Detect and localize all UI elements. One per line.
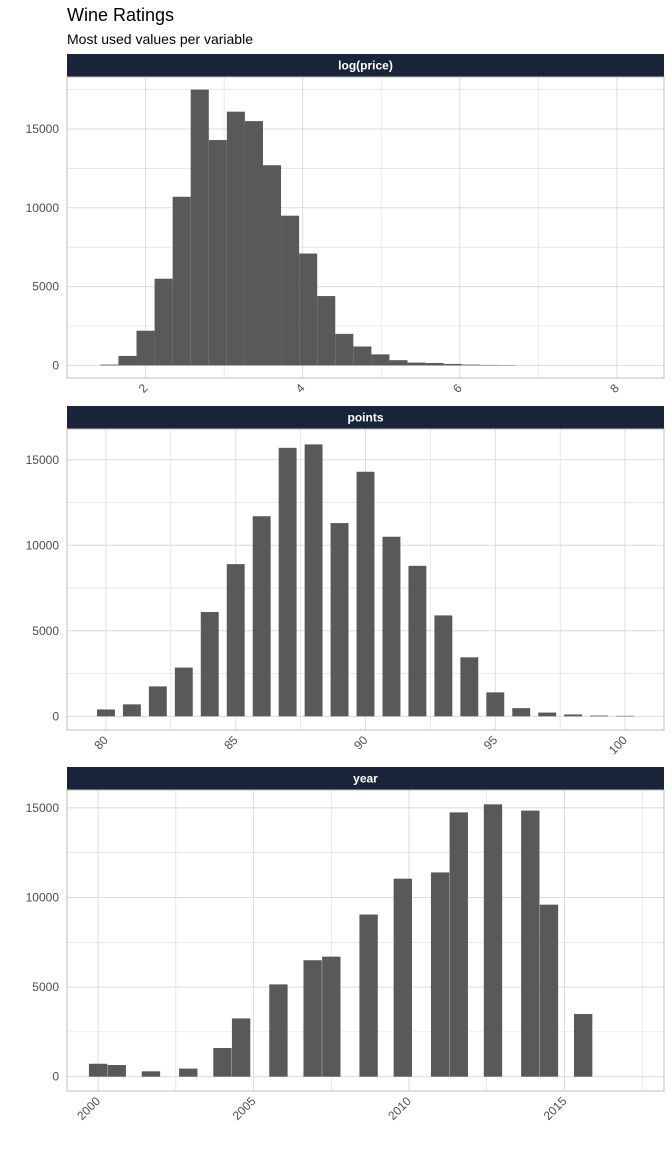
histogram-bar: [269, 984, 288, 1077]
histogram-bar: [483, 804, 503, 1077]
x-tick-label: 4: [293, 381, 308, 396]
histogram-bar: [278, 447, 297, 717]
histogram-bar: [122, 704, 141, 717]
histogram-bar: [154, 278, 173, 366]
x-tick-label: 2: [136, 381, 151, 396]
x-tick-label: 8: [607, 381, 622, 396]
histogram-bar: [118, 355, 137, 366]
histogram-bar: [486, 692, 505, 717]
y-tick-label: 15000: [26, 122, 60, 136]
histogram-bar: [539, 904, 559, 1077]
histogram-bar: [430, 872, 450, 1077]
histogram-bar: [449, 812, 468, 1077]
histogram-bar: [538, 712, 557, 717]
histogram-bar: [359, 914, 378, 1077]
chart-title: Wine Ratings: [67, 5, 175, 25]
histogram-bar: [322, 956, 341, 1077]
histogram-bar: [590, 715, 609, 717]
y-tick-label: 5000: [32, 624, 59, 638]
x-tick-label: 2015: [541, 1094, 570, 1123]
histogram-bar: [443, 363, 462, 366]
x-tick-label: 2000: [74, 1094, 103, 1123]
histogram-bar: [174, 667, 193, 717]
y-tick-label: 10000: [26, 538, 60, 552]
histogram-bar: [512, 708, 531, 717]
histogram-bar: [281, 215, 300, 366]
histogram-bar: [303, 960, 322, 1077]
histogram-bar: [407, 362, 426, 366]
facet-strip: [67, 767, 664, 790]
histogram-bar: [389, 360, 408, 366]
histogram-bar: [461, 364, 480, 366]
x-tick-label: 95: [481, 733, 501, 753]
histogram-bar: [304, 444, 323, 717]
histogram-bar: [252, 516, 271, 717]
histogram-bar: [564, 714, 583, 717]
histogram-bar: [100, 364, 119, 366]
histogram-bar: [262, 165, 282, 366]
histogram-bar: [190, 89, 209, 366]
y-tick-label: 0: [52, 709, 59, 723]
histogram-bar: [179, 1068, 198, 1077]
histogram-bar: [434, 615, 453, 717]
histogram-bar: [356, 471, 375, 717]
histogram-bar: [521, 810, 540, 1077]
x-tick-label: 2010: [385, 1094, 414, 1123]
x-tick-label: 2005: [230, 1094, 259, 1123]
histogram-bar: [141, 1071, 161, 1077]
histogram-bar: [244, 121, 263, 366]
x-tick-label: 90: [351, 733, 371, 753]
facet-strip: [67, 54, 664, 77]
histogram-bar: [107, 1065, 126, 1077]
y-tick-label: 5000: [32, 280, 59, 294]
facet-strip-label: log(price): [338, 59, 393, 73]
histogram-bar: [408, 565, 427, 717]
x-tick-label: 85: [221, 733, 241, 753]
facet-strip: [67, 406, 664, 429]
panel-border: [66, 76, 665, 379]
x-tick-label: 100: [606, 733, 630, 757]
y-tick-label: 15000: [26, 801, 60, 815]
histogram-bar: [353, 346, 372, 366]
y-tick-label: 15000: [26, 453, 60, 467]
histogram-bar: [213, 1048, 232, 1077]
x-tick-label: 6: [450, 381, 465, 396]
panel-border: [66, 428, 665, 731]
x-tick-label: 80: [92, 733, 112, 753]
histogram-bar: [172, 196, 191, 366]
panel-border: [66, 789, 665, 1092]
histogram-bar: [208, 140, 227, 366]
histogram-bar: [317, 296, 336, 366]
y-tick-label: 5000: [32, 980, 59, 994]
histogram-bar: [226, 111, 245, 366]
histogram-bar: [330, 523, 349, 717]
histogram-bar: [460, 657, 479, 717]
histogram-bar: [200, 611, 219, 717]
y-tick-label: 0: [52, 1070, 59, 1084]
histogram-bar: [335, 333, 354, 366]
chart-subtitle: Most used values per variable: [67, 31, 253, 47]
histogram-bar: [616, 715, 635, 717]
facet-strip-label: points: [348, 411, 384, 425]
histogram-bar: [425, 363, 444, 366]
histogram-bar: [96, 709, 115, 717]
y-tick-label: 10000: [26, 201, 60, 215]
y-tick-label: 0: [52, 358, 59, 372]
histogram-bar: [88, 1063, 108, 1077]
histogram-bar: [231, 1018, 251, 1077]
histogram-bar: [371, 354, 390, 366]
y-tick-label: 10000: [26, 891, 60, 905]
histogram-bar: [382, 536, 401, 717]
histogram-bar: [148, 686, 167, 717]
histogram-bar: [573, 1013, 593, 1077]
histogram-bar: [226, 564, 245, 717]
histogram-bar: [136, 330, 155, 366]
histogram-bar: [299, 253, 318, 366]
histogram-bar: [393, 878, 412, 1077]
facet-strip-label: year: [353, 772, 378, 786]
